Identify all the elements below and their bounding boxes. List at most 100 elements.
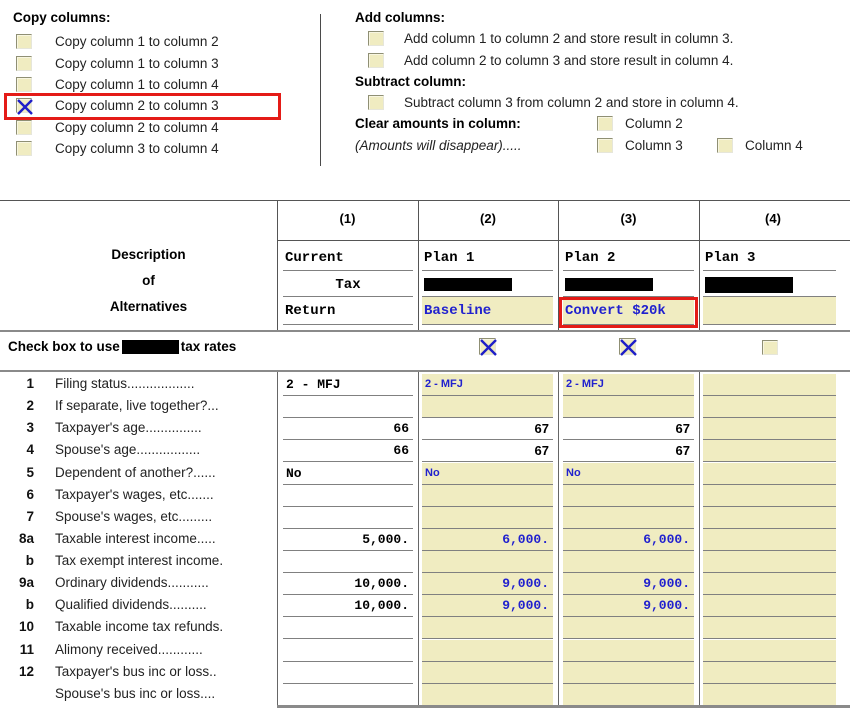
field-col2-rowb[interactable]: 9,000.	[422, 595, 553, 617]
field-col1-row12[interactable]	[283, 662, 413, 684]
subtract-option-checkbox[interactable]	[368, 94, 384, 110]
field-col2-row4[interactable]: 67	[422, 440, 553, 462]
field-col1-row1[interactable]: 2 - MFJ	[283, 374, 413, 396]
field-col1-rowb[interactable]: 10,000.	[283, 595, 413, 617]
field-col3-row7[interactable]	[563, 507, 694, 529]
field-col4-row7[interactable]	[703, 507, 836, 529]
field-col2-row3[interactable]: 67	[422, 418, 553, 440]
field-col4-row9a[interactable]	[703, 573, 836, 595]
field-col4-row1[interactable]	[703, 374, 836, 396]
field-col4-rowb[interactable]	[703, 551, 836, 573]
rate-row-label: Check box to use tax rates	[8, 339, 236, 354]
field-col1-row3[interactable]: 66	[283, 418, 413, 440]
description-header-line1: Description	[111, 247, 186, 262]
field-col3-row12[interactable]	[563, 662, 694, 684]
field-col4-row11[interactable]	[703, 640, 836, 662]
field-col3-row1[interactable]: 2 - MFJ	[563, 374, 694, 396]
table-divider-thick	[0, 370, 850, 372]
field-col1-row9a[interactable]: 10,000.	[283, 573, 413, 595]
field-col3-row8a[interactable]: 6,000.	[563, 529, 694, 551]
field-col2-row11[interactable]	[422, 640, 553, 662]
field-col1-rowx[interactable]	[283, 684, 413, 706]
row-label: Taxpayer's age...............	[55, 420, 202, 435]
table-vline	[699, 200, 700, 330]
field-col3-row2[interactable]	[563, 396, 694, 418]
copy-columns-heading: Copy columns:	[13, 10, 111, 25]
field-col3-row5[interactable]: No	[563, 463, 694, 485]
field-col3-rowb[interactable]: 9,000.	[563, 595, 694, 617]
field-col2-row5[interactable]: No	[422, 463, 553, 485]
field-col1-row6[interactable]	[283, 485, 413, 507]
field-col2-row6[interactable]	[422, 485, 553, 507]
plan3-description-field[interactable]	[703, 297, 836, 325]
description-header-line2: of	[142, 273, 155, 288]
plan1-description-field[interactable]: Baseline	[422, 297, 553, 325]
field-col2-row7[interactable]	[422, 507, 553, 529]
field-col4-row12[interactable]	[703, 662, 836, 684]
copy-option-checkbox[interactable]	[16, 55, 32, 71]
field-col4-row10[interactable]	[703, 617, 836, 639]
field-col2-row10[interactable]	[422, 617, 553, 639]
add-option-checkbox[interactable]	[368, 31, 384, 47]
field-col3-row3[interactable]: 67	[563, 418, 694, 440]
field-col2-row9a[interactable]: 9,000.	[422, 573, 553, 595]
copy-option-checkbox[interactable]	[16, 141, 32, 157]
field-col3-row10[interactable]	[563, 617, 694, 639]
clear-column-checkbox[interactable]	[597, 116, 613, 132]
row-label: Taxpayer's bus inc or loss..	[55, 664, 217, 679]
rate-row-text-before: Check box to use	[8, 339, 120, 354]
field-col2-rowx[interactable]	[422, 684, 553, 706]
clear-amounts-row-2: (Amounts will disappear)..... Column 3 C…	[355, 135, 850, 156]
field-col4-row5[interactable]	[703, 463, 836, 485]
field-col1-row7[interactable]	[283, 507, 413, 529]
field-col1-row8a[interactable]: 5,000.	[283, 529, 413, 551]
row-label: Dependent of another?......	[55, 465, 216, 480]
redaction-bar	[565, 278, 653, 291]
copy-option-checkbox[interactable]	[16, 119, 32, 135]
field-col1-row10[interactable]	[283, 617, 413, 639]
rate-checkbox-column-2[interactable]	[479, 338, 497, 356]
copy-option-checkbox[interactable]	[16, 76, 32, 92]
field-col3-row6[interactable]	[563, 485, 694, 507]
field-col4-rowb[interactable]	[703, 595, 836, 617]
copy-option-checkbox[interactable]	[16, 98, 33, 116]
copy-option-label: Copy column 1 to column 4	[55, 76, 219, 92]
field-col3-row11[interactable]	[563, 640, 694, 662]
field-col2-row8a[interactable]: 6,000.	[422, 529, 553, 551]
table-vline	[558, 372, 559, 705]
plan1-name: Plan 1	[422, 244, 553, 271]
field-col2-rowb[interactable]	[422, 551, 553, 573]
field-col4-row2[interactable]	[703, 396, 836, 418]
clear-column-checkbox[interactable]	[717, 137, 733, 153]
add-option-checkbox[interactable]	[368, 52, 384, 68]
clear-column-checkbox[interactable]	[597, 137, 613, 153]
clear-column-label: Column 4	[745, 137, 803, 153]
subtract-option-row: Subtract column 3 from column 2 and stor…	[355, 92, 850, 113]
field-col4-row4[interactable]	[703, 440, 836, 462]
subtract-column-heading: Subtract column:	[355, 73, 467, 89]
field-col2-row12[interactable]	[422, 662, 553, 684]
field-col2-row2[interactable]	[422, 396, 553, 418]
field-col1-row11[interactable]	[283, 640, 413, 662]
field-col4-row8a[interactable]	[703, 529, 836, 551]
copy-option-checkbox[interactable]	[16, 34, 32, 50]
rate-checkbox-column-3[interactable]	[619, 338, 637, 356]
field-col3-rowx[interactable]	[563, 684, 694, 706]
field-col3-row4[interactable]: 67	[563, 440, 694, 462]
field-col2-row1[interactable]: 2 - MFJ	[422, 374, 553, 396]
field-col3-rowb[interactable]	[563, 551, 694, 573]
field-col1-row5[interactable]: No	[283, 463, 413, 485]
rate-checkbox-column-4[interactable]	[762, 340, 778, 355]
field-col1-row4[interactable]: 66	[283, 440, 413, 462]
description-header-line3: Alternatives	[109, 299, 188, 314]
field-col4-rowx[interactable]	[703, 684, 836, 706]
field-col1-row2[interactable]	[283, 396, 413, 418]
field-col4-row3[interactable]	[703, 418, 836, 440]
plan2-description-field[interactable]: Convert $20k	[563, 297, 694, 325]
field-col4-row6[interactable]	[703, 485, 836, 507]
field-col1-rowb[interactable]	[283, 551, 413, 573]
checkmark-x-icon	[17, 99, 33, 116]
row-label: If separate, live together?...	[55, 398, 219, 413]
field-col3-row9a[interactable]: 9,000.	[563, 573, 694, 595]
